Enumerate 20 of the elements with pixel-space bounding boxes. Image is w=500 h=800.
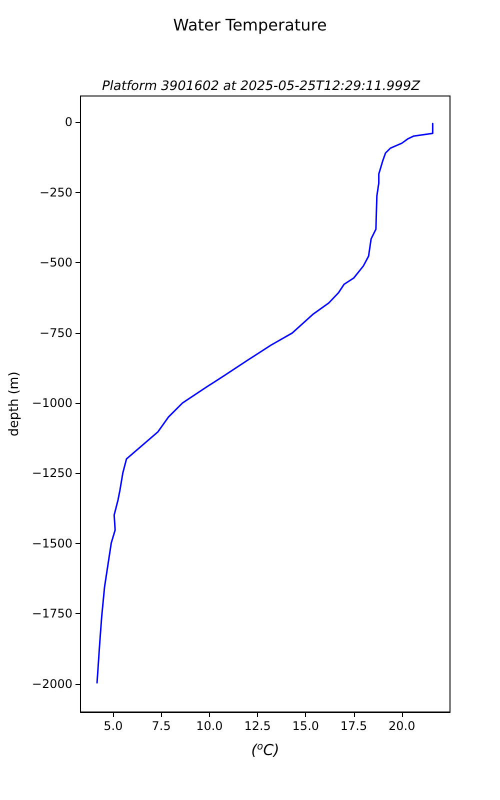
x-tick-label: 7.5 [152,719,171,733]
x-tick-label: 5.0 [104,719,123,733]
x-tick-label: 15.0 [292,719,320,733]
y-tick-label: −250 [40,185,72,200]
chart-subtitle: Platform 3901602 at 2025-05-25T12:29:11.999Z [102,79,422,94]
x-tick-label: 17.5 [340,719,368,733]
y-tick-label: −1750 [32,606,72,621]
x-tick-label: 20.0 [388,719,416,733]
y-tick-label: −1250 [32,466,72,480]
y-tick-label: −750 [40,326,72,340]
y-tick-label: 0 [64,115,72,130]
y-tick-label: −1500 [32,536,72,550]
line-series [96,122,434,684]
y-tick-label: −2000 [32,676,72,691]
x-tick-label: 12.5 [244,719,271,733]
y-tick-label: −1000 [32,396,72,410]
y-tick-label: −500 [40,256,72,270]
chart-title: Water Temperature [173,16,327,34]
x-tick-label: 10.0 [196,719,223,733]
y-axis-title: depth (m) [7,372,22,436]
